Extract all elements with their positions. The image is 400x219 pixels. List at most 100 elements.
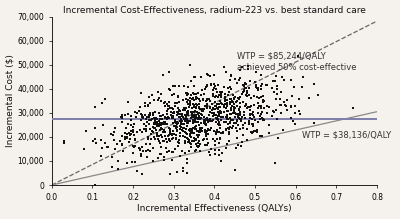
Point bbox=[187, 101, 193, 105]
Point bbox=[172, 121, 178, 124]
Point bbox=[235, 112, 242, 115]
Point bbox=[212, 107, 219, 111]
Point bbox=[206, 110, 213, 114]
Point bbox=[169, 116, 176, 119]
Point bbox=[240, 126, 246, 130]
Point bbox=[171, 110, 177, 114]
Point bbox=[299, 75, 306, 79]
Point bbox=[180, 169, 186, 173]
Point bbox=[156, 96, 162, 100]
Point bbox=[212, 148, 218, 152]
Point bbox=[158, 93, 164, 96]
Point bbox=[204, 97, 210, 101]
Point bbox=[350, 107, 356, 110]
Point bbox=[152, 122, 158, 125]
Point bbox=[195, 124, 202, 127]
Point bbox=[240, 110, 247, 113]
Point bbox=[192, 128, 198, 131]
Point bbox=[172, 84, 178, 87]
Point bbox=[230, 111, 236, 114]
Point bbox=[255, 88, 262, 92]
Point bbox=[192, 75, 198, 78]
Point bbox=[261, 118, 267, 121]
Point bbox=[157, 114, 163, 117]
Point bbox=[153, 128, 159, 132]
Point bbox=[146, 142, 153, 146]
Point bbox=[202, 104, 208, 107]
Point bbox=[143, 149, 149, 153]
Point bbox=[188, 94, 194, 97]
Point bbox=[148, 138, 154, 141]
Point bbox=[185, 110, 191, 113]
Point bbox=[190, 131, 197, 134]
Point bbox=[228, 99, 235, 103]
Point bbox=[244, 65, 251, 68]
Point bbox=[237, 95, 244, 98]
Point bbox=[204, 137, 210, 141]
Point bbox=[148, 129, 155, 133]
Point bbox=[119, 115, 125, 119]
Point bbox=[205, 141, 211, 145]
Point bbox=[214, 106, 221, 110]
Point bbox=[273, 97, 280, 101]
Point bbox=[127, 133, 134, 137]
Point bbox=[130, 145, 136, 148]
Point bbox=[207, 83, 214, 87]
Point bbox=[157, 118, 163, 121]
Point bbox=[156, 122, 162, 126]
Point bbox=[154, 120, 160, 123]
Point bbox=[202, 128, 209, 131]
Point bbox=[150, 113, 156, 116]
Point bbox=[221, 120, 228, 123]
Point bbox=[232, 101, 239, 104]
Point bbox=[237, 101, 244, 104]
Point bbox=[245, 94, 252, 97]
Point bbox=[158, 134, 165, 137]
Point bbox=[226, 130, 232, 134]
Point bbox=[190, 111, 196, 114]
Point bbox=[156, 134, 162, 138]
Point bbox=[166, 88, 172, 91]
Point bbox=[122, 113, 128, 116]
Point bbox=[170, 111, 176, 115]
Point bbox=[202, 133, 209, 137]
Point bbox=[247, 113, 254, 116]
Point bbox=[188, 130, 195, 133]
Point bbox=[270, 79, 276, 82]
Point bbox=[214, 129, 220, 133]
Point bbox=[192, 119, 198, 123]
Point bbox=[208, 83, 214, 86]
Point bbox=[195, 145, 202, 148]
Point bbox=[224, 115, 230, 119]
Point bbox=[292, 104, 298, 108]
Point bbox=[117, 140, 123, 143]
Point bbox=[124, 100, 131, 104]
Point bbox=[215, 114, 221, 117]
Point bbox=[154, 118, 161, 121]
Point bbox=[186, 63, 193, 67]
Point bbox=[190, 105, 197, 109]
Point bbox=[132, 137, 138, 141]
Point bbox=[189, 106, 196, 110]
Point bbox=[224, 118, 230, 121]
Point bbox=[281, 100, 287, 104]
Point bbox=[198, 113, 204, 116]
Point bbox=[192, 115, 199, 118]
Point bbox=[220, 115, 227, 118]
Point bbox=[214, 137, 221, 141]
Point bbox=[172, 137, 179, 140]
Point bbox=[225, 127, 232, 130]
Point bbox=[174, 129, 180, 132]
Point bbox=[188, 110, 194, 114]
Point bbox=[215, 120, 222, 124]
Point bbox=[210, 137, 216, 141]
Point bbox=[196, 105, 203, 109]
Point bbox=[297, 112, 303, 116]
Point bbox=[202, 128, 208, 131]
Point bbox=[195, 120, 201, 124]
Point bbox=[215, 119, 222, 122]
Point bbox=[133, 116, 140, 119]
Point bbox=[259, 98, 266, 102]
Point bbox=[154, 98, 161, 101]
Point bbox=[234, 129, 240, 133]
